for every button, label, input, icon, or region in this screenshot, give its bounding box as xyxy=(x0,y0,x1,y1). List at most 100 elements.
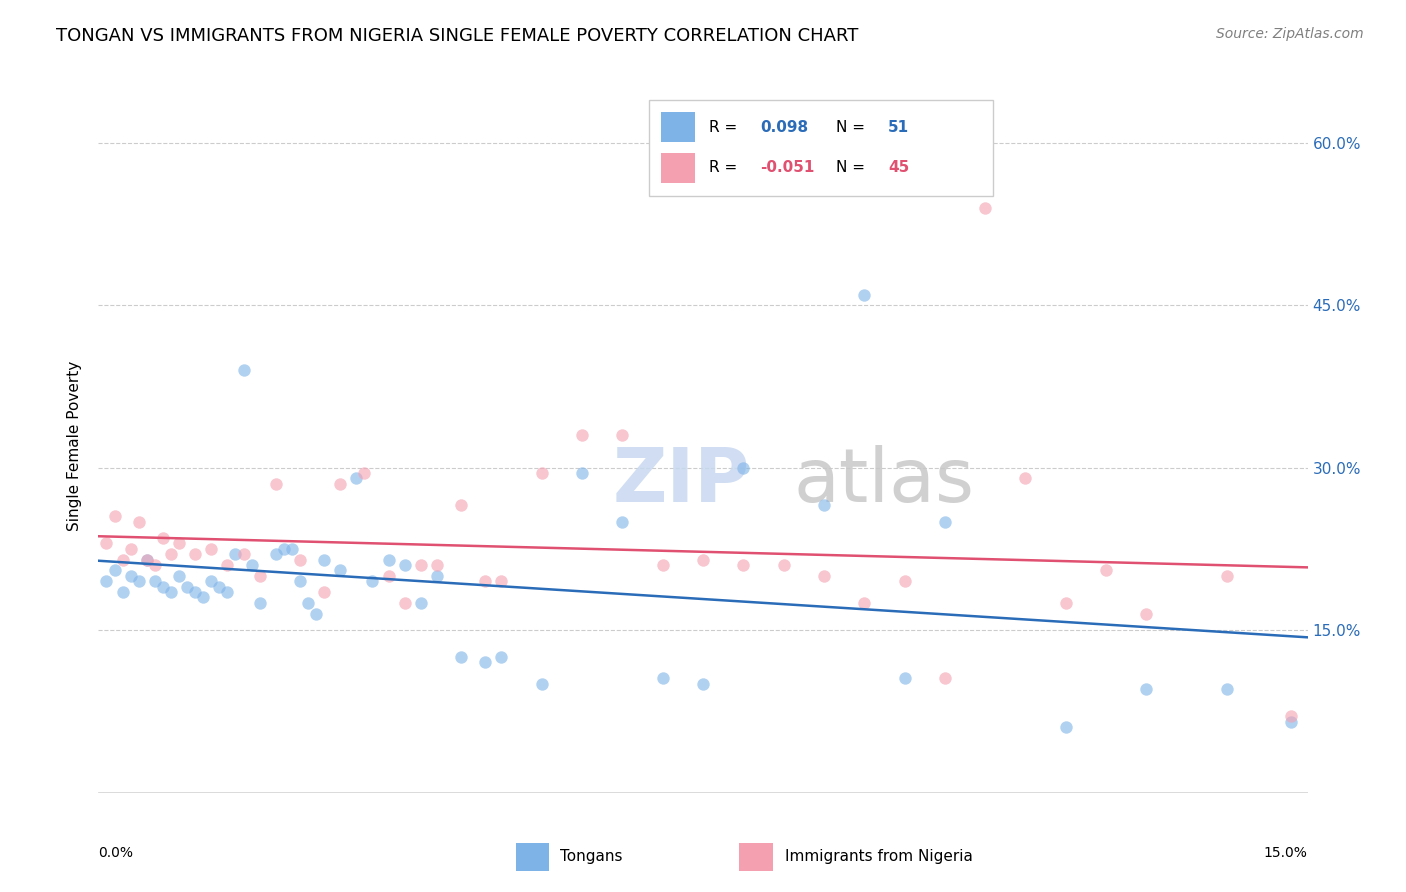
Point xyxy=(1135,607,1157,621)
Point xyxy=(409,596,432,610)
Point xyxy=(264,476,287,491)
Point xyxy=(733,558,755,572)
Point xyxy=(853,596,876,610)
Point xyxy=(571,428,593,442)
Point xyxy=(1095,563,1118,577)
FancyBboxPatch shape xyxy=(648,100,993,196)
Text: R =: R = xyxy=(709,120,742,135)
Text: N =: N = xyxy=(837,161,870,175)
Text: Tongans: Tongans xyxy=(561,849,623,863)
Point xyxy=(232,363,254,377)
Point xyxy=(160,547,183,561)
Point xyxy=(1054,720,1077,734)
Point xyxy=(813,568,835,582)
Point xyxy=(1054,596,1077,610)
Point xyxy=(893,574,915,589)
Point xyxy=(329,476,352,491)
Text: N =: N = xyxy=(837,120,870,135)
Point xyxy=(1014,471,1036,485)
Point xyxy=(249,596,271,610)
Point xyxy=(160,585,183,599)
Point xyxy=(733,460,755,475)
FancyBboxPatch shape xyxy=(661,153,695,183)
Point xyxy=(426,558,449,572)
Point xyxy=(329,563,352,577)
Point xyxy=(772,558,794,572)
Point xyxy=(120,541,142,556)
Point xyxy=(281,541,304,556)
FancyBboxPatch shape xyxy=(516,844,550,871)
Point xyxy=(297,596,319,610)
Point xyxy=(394,596,416,610)
Point xyxy=(314,585,336,599)
Point xyxy=(184,547,207,561)
Point xyxy=(409,558,432,572)
Point xyxy=(288,552,311,566)
Point xyxy=(651,558,673,572)
Text: 51: 51 xyxy=(889,120,910,135)
Point xyxy=(143,574,166,589)
Point xyxy=(143,558,166,572)
FancyBboxPatch shape xyxy=(661,112,695,142)
Point xyxy=(344,471,367,485)
Point xyxy=(103,509,125,524)
Point xyxy=(128,515,150,529)
Point xyxy=(426,568,449,582)
Point xyxy=(491,574,513,589)
Point xyxy=(167,568,190,582)
Point xyxy=(934,672,956,686)
Point xyxy=(217,585,239,599)
Point xyxy=(167,536,190,550)
Point xyxy=(96,574,118,589)
Text: 0.098: 0.098 xyxy=(759,120,808,135)
Point xyxy=(450,649,472,664)
Point xyxy=(692,552,714,566)
Point xyxy=(135,552,157,566)
Text: 15.0%: 15.0% xyxy=(1264,846,1308,860)
Point xyxy=(1281,709,1303,723)
Point xyxy=(530,466,553,480)
Point xyxy=(474,655,496,669)
Point xyxy=(853,287,876,301)
Point xyxy=(200,574,222,589)
Point xyxy=(152,531,174,545)
Point xyxy=(692,677,714,691)
Point xyxy=(491,649,513,664)
Point xyxy=(651,672,673,686)
Point xyxy=(152,580,174,594)
Point xyxy=(377,552,399,566)
Point xyxy=(305,607,328,621)
Point xyxy=(176,580,198,594)
Text: ZIP: ZIP xyxy=(613,445,749,518)
Point xyxy=(571,466,593,480)
Point xyxy=(249,568,271,582)
Point xyxy=(232,547,254,561)
Point xyxy=(200,541,222,556)
Point xyxy=(273,541,295,556)
Text: R =: R = xyxy=(709,161,742,175)
Y-axis label: Single Female Poverty: Single Female Poverty xyxy=(67,361,83,531)
Point xyxy=(1216,568,1239,582)
Point xyxy=(353,466,375,480)
Point xyxy=(128,574,150,589)
Point xyxy=(1135,682,1157,697)
Point xyxy=(120,568,142,582)
Point xyxy=(217,558,239,572)
Point xyxy=(612,515,634,529)
Point xyxy=(288,574,311,589)
Point xyxy=(450,499,472,513)
Point xyxy=(934,515,956,529)
Text: Immigrants from Nigeria: Immigrants from Nigeria xyxy=(785,849,973,863)
Point xyxy=(377,568,399,582)
Point xyxy=(184,585,207,599)
Point xyxy=(135,552,157,566)
FancyBboxPatch shape xyxy=(740,844,773,871)
Point xyxy=(394,558,416,572)
Point xyxy=(1281,714,1303,729)
Text: 45: 45 xyxy=(889,161,910,175)
Point xyxy=(530,677,553,691)
Point xyxy=(240,558,263,572)
Text: atlas: atlas xyxy=(793,445,974,518)
Point xyxy=(111,552,134,566)
Point xyxy=(612,428,634,442)
